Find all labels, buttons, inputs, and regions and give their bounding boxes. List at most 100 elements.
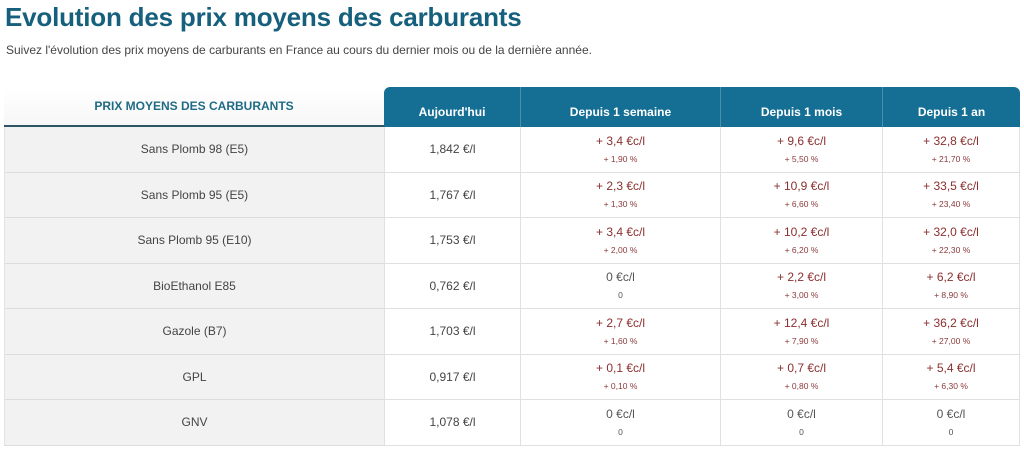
change-month-cell: + 2,2 €c/l + 3,00 % xyxy=(720,263,882,309)
table-row: GNV 1,078 €/l 0 €c/l 0 0 €c/l 0 0 €c/l 0 xyxy=(4,400,1020,446)
change-week-value: + 2,7 €c/l xyxy=(595,315,646,330)
fuel-price-table: PRIX MOYENS DES CARBURANTS Aujourd'hui D… xyxy=(4,87,1020,446)
change-year-percent: 0 xyxy=(948,426,954,437)
change-month-value: + 0,7 €c/l xyxy=(776,361,827,376)
change-week-percent: + 2,00 % xyxy=(603,244,638,255)
change-year-value: + 33,5 €c/l xyxy=(923,179,979,194)
change-month-value: + 10,2 €c/l xyxy=(773,224,830,239)
change-year-cell: + 36,2 €c/l + 27,00 % xyxy=(882,309,1020,355)
change-week-value: + 3,4 €c/l xyxy=(595,133,646,148)
change-week-percent: + 0,10 % xyxy=(603,381,638,392)
change-year-cell: + 33,5 €c/l + 23,40 % xyxy=(882,172,1020,218)
price-today: 1,078 €/l xyxy=(429,415,476,430)
fuel-name: Gazole (B7) xyxy=(4,309,384,355)
change-year-percent: + 22,30 % xyxy=(931,244,971,255)
change-month-value: + 12,4 €c/l xyxy=(773,315,830,330)
change-year-value: + 36,2 €c/l xyxy=(923,315,979,330)
change-week-value: + 2,3 €c/l xyxy=(595,179,646,194)
table-body: Sans Plomb 98 (E5) 1,842 €/l + 3,4 €c/l … xyxy=(4,127,1020,446)
change-week-value: 0 €c/l xyxy=(606,406,635,421)
change-year-percent: + 23,40 % xyxy=(931,199,971,210)
change-month-cell: 0 €c/l 0 xyxy=(720,400,882,446)
price-today-cell: 0,917 €/l xyxy=(384,354,520,400)
change-week-cell: + 3,4 €c/l + 1,90 % xyxy=(520,127,720,173)
change-week-percent: + 1,60 % xyxy=(603,335,638,346)
column-header-year: Depuis 1 an xyxy=(882,87,1020,127)
change-year-percent: + 27,00 % xyxy=(931,335,971,346)
fuel-name: GNV xyxy=(4,400,384,446)
table-row: Sans Plomb 98 (E5) 1,842 €/l + 3,4 €c/l … xyxy=(4,127,1020,173)
price-today-cell: 1,753 €/l xyxy=(384,218,520,264)
change-month-value: + 9,6 €c/l xyxy=(776,133,827,148)
column-header-today: Aujourd'hui xyxy=(418,105,486,119)
change-year-value: 0 €c/l xyxy=(936,406,966,421)
change-week-percent: 0 xyxy=(618,426,623,437)
page-subtitle: Suivez l'évolution des prix moyens de ca… xyxy=(6,43,592,57)
change-week-cell: + 0,1 €c/l + 0,10 % xyxy=(520,354,720,400)
change-week-cell: 0 €c/l 0 xyxy=(520,263,720,309)
table-row: GPL 0,917 €/l + 0,1 €c/l + 0,10 % + 0,7 … xyxy=(4,354,1020,400)
period-column-headers: Aujourd'hui Depuis 1 semaine Depuis 1 mo… xyxy=(384,87,1020,127)
fuel-name: Sans Plomb 98 (E5) xyxy=(4,127,384,173)
price-today-cell: 0,762 €/l xyxy=(384,263,520,309)
price-today: 1,703 €/l xyxy=(429,324,476,339)
table-row: BioEthanol E85 0,762 €/l 0 €c/l 0 + 2,2 … xyxy=(4,263,1020,309)
price-today: 0,762 €/l xyxy=(429,278,476,293)
change-month-cell: + 12,4 €c/l + 7,90 % xyxy=(720,309,882,355)
change-month-cell: + 9,6 €c/l + 5,50 % xyxy=(720,127,882,173)
table-row: Sans Plomb 95 (E5) 1,767 €/l + 2,3 €c/l … xyxy=(4,172,1020,218)
change-month-percent: + 3,00 % xyxy=(784,290,819,301)
change-year-value: + 32,0 €c/l xyxy=(923,224,979,239)
change-year-cell: + 5,4 €c/l + 6,30 % xyxy=(882,354,1020,400)
fuel-name: Sans Plomb 95 (E5) xyxy=(4,172,384,218)
fuel-name: GPL xyxy=(4,354,384,400)
table-row: Gazole (B7) 1,703 €/l + 2,7 €c/l + 1,60 … xyxy=(4,309,1020,355)
change-year-cell: + 6,2 €c/l + 8,90 % xyxy=(882,263,1020,309)
label-column-header: PRIX MOYENS DES CARBURANTS xyxy=(4,87,384,127)
change-year-cell: + 32,8 €c/l + 21,70 % xyxy=(882,127,1020,173)
change-year-percent: + 8,90 % xyxy=(934,290,968,301)
change-month-percent: + 6,60 % xyxy=(784,199,819,210)
change-month-value: + 10,9 €c/l xyxy=(773,179,830,194)
change-month-percent: 0 xyxy=(799,426,804,437)
change-week-percent: + 1,30 % xyxy=(603,199,638,210)
change-week-percent: + 1,90 % xyxy=(603,153,638,164)
change-month-percent: + 5,50 % xyxy=(784,153,819,164)
price-today-cell: 1,703 €/l xyxy=(384,309,520,355)
change-week-cell: + 2,3 €c/l + 1,30 % xyxy=(520,172,720,218)
price-today: 1,842 €/l xyxy=(429,142,476,157)
change-week-value: + 0,1 €c/l xyxy=(595,361,646,376)
column-header-week: Depuis 1 semaine xyxy=(520,87,720,127)
price-today-cell: 1,078 €/l xyxy=(384,400,520,446)
change-year-value: + 6,2 €c/l xyxy=(926,270,976,285)
price-today: 0,917 €/l xyxy=(429,369,476,384)
change-month-percent: + 7,90 % xyxy=(784,335,819,346)
fuel-name: Sans Plomb 95 (E10) xyxy=(4,218,384,264)
change-year-percent: + 6,30 % xyxy=(934,381,968,392)
change-month-cell: + 0,7 €c/l + 0,80 % xyxy=(720,354,882,400)
change-week-cell: + 3,4 €c/l + 2,00 % xyxy=(520,218,720,264)
change-year-percent: + 21,70 % xyxy=(931,153,971,164)
change-week-cell: + 2,7 €c/l + 1,60 % xyxy=(520,309,720,355)
change-week-value: + 3,4 €c/l xyxy=(595,224,646,239)
change-week-cell: 0 €c/l 0 xyxy=(520,400,720,446)
fuel-name: BioEthanol E85 xyxy=(4,263,384,309)
change-year-cell: 0 €c/l 0 xyxy=(882,400,1020,446)
change-month-value: + 2,2 €c/l xyxy=(776,270,827,285)
table-row: Sans Plomb 95 (E10) 1,753 €/l + 3,4 €c/l… xyxy=(4,218,1020,264)
price-today-cell: 1,842 €/l xyxy=(384,127,520,173)
table-header: PRIX MOYENS DES CARBURANTS Aujourd'hui D… xyxy=(4,87,1020,127)
column-header-month: Depuis 1 mois xyxy=(720,87,882,127)
change-week-value: 0 €c/l xyxy=(606,270,635,285)
change-week-percent: 0 xyxy=(618,290,623,301)
change-year-cell: + 32,0 €c/l + 22,30 % xyxy=(882,218,1020,264)
price-today-cell: 1,767 €/l xyxy=(384,172,520,218)
change-month-percent: + 0,80 % xyxy=(784,381,819,392)
change-month-value: 0 €c/l xyxy=(787,406,816,421)
change-year-value: + 5,4 €c/l xyxy=(926,361,976,376)
change-month-cell: + 10,9 €c/l + 6,60 % xyxy=(720,172,882,218)
page-title: Evolution des prix moyens des carburants xyxy=(5,2,522,32)
change-year-value: + 32,8 €c/l xyxy=(923,133,979,148)
price-today: 1,753 €/l xyxy=(429,233,476,248)
